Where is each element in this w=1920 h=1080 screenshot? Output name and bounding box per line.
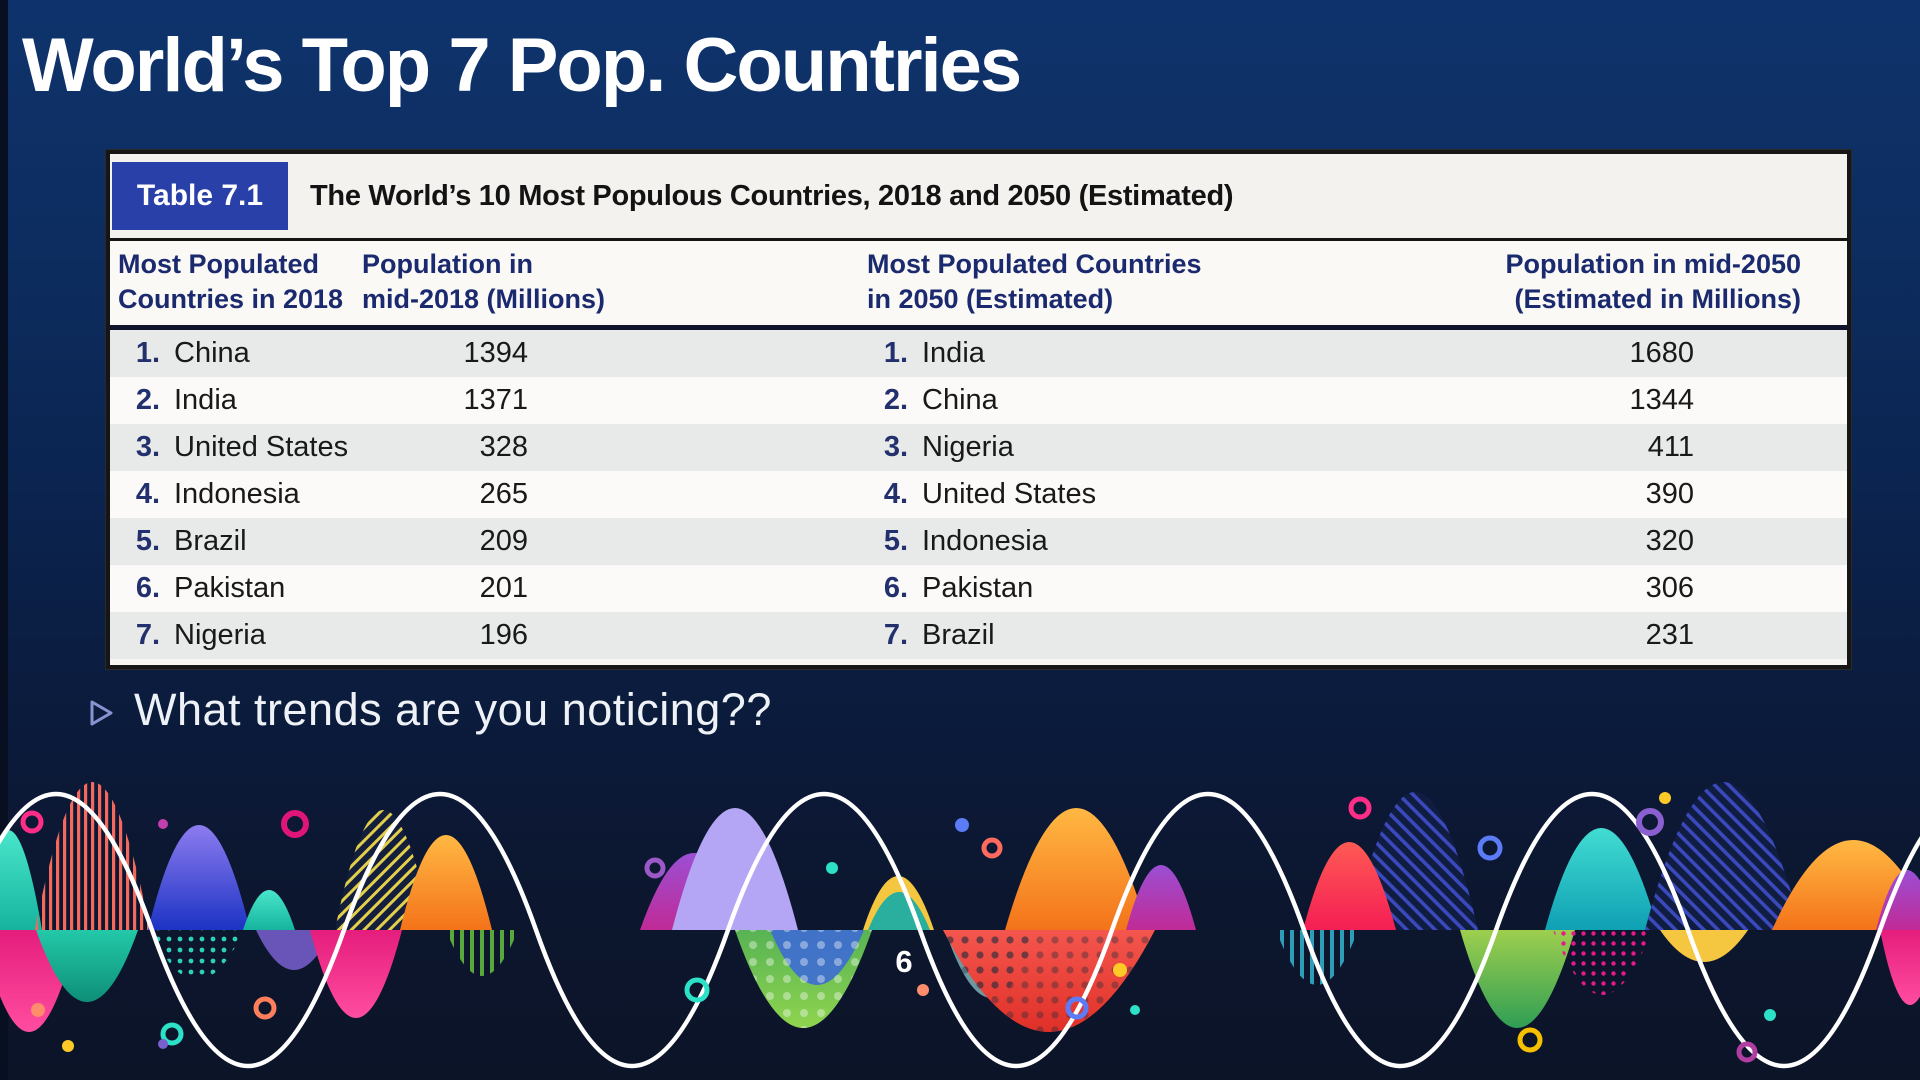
page-title: World’s Top 7 Pop. Countries [22,23,1022,108]
triangle-bullet-icon [88,699,114,732]
rank-cell: 2. [135,384,160,416]
population-cell: 328 [479,431,528,463]
rank-cell: 7. [883,619,908,651]
country-cell: India [174,384,237,416]
col-header-population-2018: Population in mid-2018 (Millions) [362,249,606,314]
left-edge-strip [0,0,8,1080]
table-label: Table 7.1 [112,162,288,230]
country-cell: China [922,384,998,416]
population-cell: 196 [479,619,528,651]
population-cell: 411 [1647,431,1694,463]
table-header-row: Most Populated Countries in 2018 Populati… [110,241,1847,330]
wave-decoration [0,782,1920,1069]
population-cell: 306 [1645,572,1694,604]
country-cell: United States [174,431,349,463]
rank-cell: 1. [135,337,160,369]
population-cell: 1394 [463,337,528,369]
rank-cell: 7. [135,619,160,651]
table-scan-image: Table 7.1 The World’s 10 Most Populous C… [106,150,1851,669]
country-cell: India [922,337,985,369]
rank-cell: 1. [883,337,908,369]
country-cell: China [174,337,250,369]
population-cell: 320 [1645,525,1694,557]
table-row: 1. China 1394 1. India 1680 [110,330,1847,377]
population-cell: 265 [479,478,528,510]
country-cell: United States [922,478,1097,510]
rank-cell: 3. [883,431,908,463]
table-row: 4. Indonesia 265 4. United States 390 [110,471,1847,518]
country-cell: Indonesia [174,478,300,510]
country-cell: Nigeria [174,619,266,651]
table-row: 5. Brazil 209 5. Indonesia 320 [110,518,1847,565]
table-caption-band: Table 7.1 The World’s 10 Most Populous C… [110,154,1847,241]
table-row: 7. Nigeria 196 7. Brazil 231 [110,612,1847,659]
country-cell: Pakistan [174,572,286,604]
rank-cell: 5. [883,525,908,557]
country-cell: Brazil [922,619,995,651]
page-number: 6 [895,944,913,979]
country-cell: Indonesia [922,525,1048,557]
col-header-population-2050: Population in mid-2050 (Estimated in Mill… [1505,249,1801,314]
population-cell: 390 [1645,478,1694,510]
population-cell: 201 [479,572,528,604]
population-cell: 209 [479,525,528,557]
table-row: 3. United States 328 3. Nigeria 411 [110,424,1847,471]
table-body: 1. China 1394 1. India 1680 2. India 1371 2. Chin… [110,330,1847,659]
rank-cell: 5. [135,525,160,557]
rank-cell: 6. [135,572,160,604]
bullet-text: What trends are you noticing?? [134,684,772,735]
population-cell: 231 [1645,619,1694,651]
table-row: 6. Pakistan 201 6. Pakistan 306 [110,565,1847,612]
table-caption: The World’s 10 Most Populous Countries, … [310,179,1234,212]
country-cell: Pakistan [922,572,1034,604]
population-cell: 1371 [463,384,528,416]
rank-cell: 2. [883,384,908,416]
rank-cell: 6. [883,572,908,604]
rank-cell: 4. [135,478,160,510]
rank-cell: 3. [135,431,160,463]
col-header-countries-2018: Most Populated Countries in 2018 [118,249,344,314]
col-header-countries-2050: Most Populated Countries in 2050 (Estimat… [867,249,1202,314]
rank-cell: 4. [883,478,908,510]
population-cell: 1680 [1629,337,1694,369]
country-cell: Brazil [174,525,247,557]
population-cell: 1344 [1629,384,1694,416]
table-row: 2. India 1371 2. China 1344 [110,377,1847,424]
country-cell: Nigeria [922,431,1014,463]
